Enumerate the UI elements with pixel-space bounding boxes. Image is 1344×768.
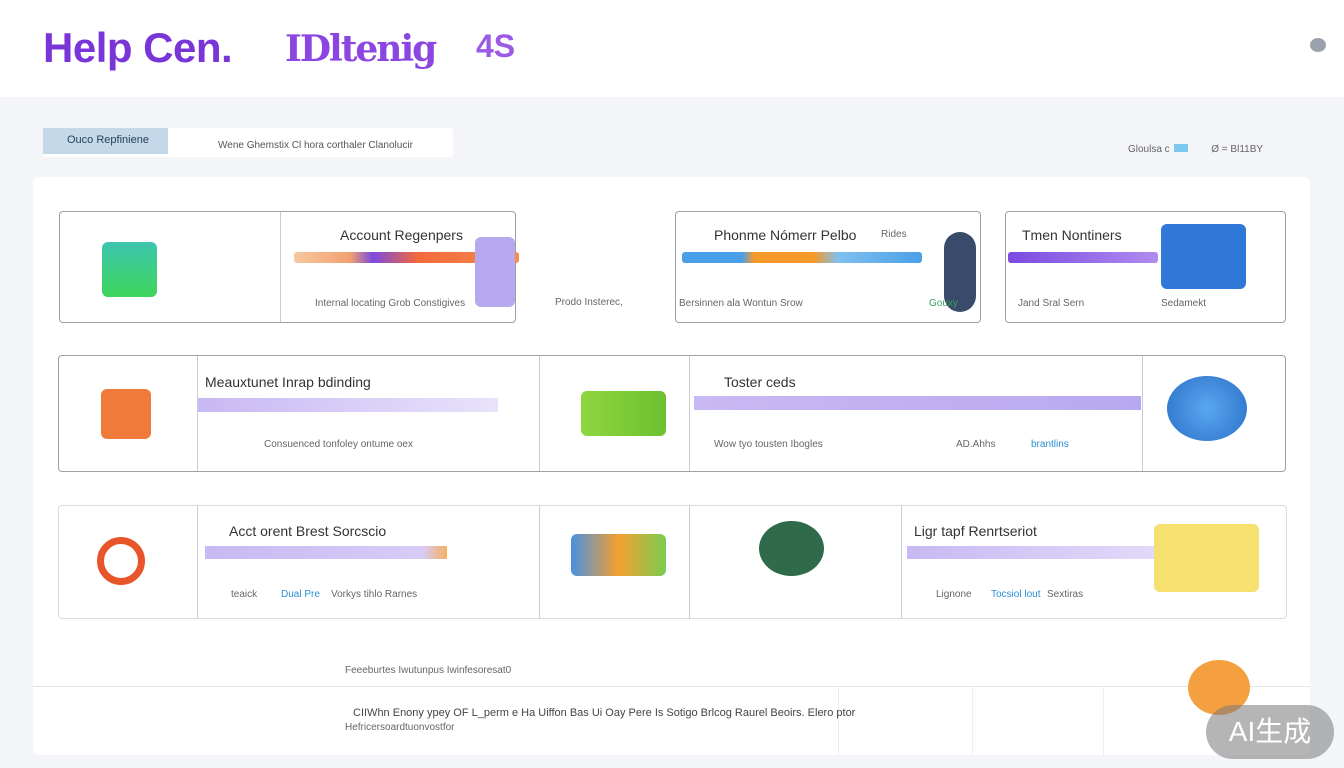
person-icon: [475, 237, 515, 307]
section-link[interactable]: Tocsiol lout: [991, 589, 1041, 600]
section-footer: Wow tyo tousten Ibogles: [714, 439, 823, 450]
section-link[interactable]: brantlins: [1031, 439, 1069, 450]
card-title: Tmen Nontiners: [1022, 227, 1122, 243]
document-icon: [101, 389, 151, 439]
user-icon[interactable]: [1310, 38, 1326, 52]
robot-icon: [581, 391, 666, 436]
breadcrumb: Ouco Repfiniene Wene Ghemstix Cl hora co…: [43, 128, 453, 157]
progress-bar: [682, 252, 922, 263]
team-icon: [571, 534, 666, 576]
section-title[interactable]: Ligr tapf Renrtseriot: [914, 523, 1037, 539]
highlight-bar: [205, 546, 447, 559]
card-title: Phonme Nómerr Pelbo: [714, 227, 857, 243]
section-link[interactable]: Dual Pre: [281, 589, 320, 600]
card-tag: Rides: [881, 229, 907, 240]
card-title: Account Regenpers: [340, 227, 463, 243]
pie-chart-icon: [97, 537, 145, 585]
card-phone[interactable]: Phonme Nómerr Pelbo Rides Bersinnen ala …: [675, 211, 981, 323]
globe-icon: [1167, 376, 1247, 441]
card-account[interactable]: Account Regenpers Internal locating Grob…: [59, 211, 519, 323]
illustration-icon: [102, 242, 157, 297]
highlight-bar: [694, 396, 1141, 410]
header: [0, 0, 1344, 97]
section-title[interactable]: Meauxtunet Inrap bdinding: [205, 374, 371, 390]
section-footer-b: Sextiras: [1047, 589, 1084, 600]
progress-bar: [294, 252, 519, 263]
logo[interactable]: Help Cen.: [43, 24, 233, 71]
footer-text: CIIWhn Enony ypey OF L_perm e Ha Uiffon …: [353, 707, 856, 719]
section-footer: Lignone: [936, 589, 972, 600]
top-right-links: Gloulsa c Ø = Bl11BY: [1128, 144, 1263, 155]
row-2: Meauxtunet Inrap bdinding Consuenced ton…: [58, 355, 1286, 472]
progress-bar: [1008, 252, 1158, 263]
lock-icon: [944, 232, 976, 312]
chair-icon: [1161, 224, 1246, 289]
shield-icon: [759, 521, 824, 576]
card-notifiers[interactable]: Tmen Nontiners Jand Sral Sern Sedamekt: [1005, 211, 1286, 323]
footer-subtext: Hefricersoardtuonvostfor: [345, 722, 455, 733]
card-footer-right: Sedamekt: [1161, 298, 1207, 309]
highlight-bar: [198, 398, 498, 412]
top-link-left[interactable]: Gloulsa c: [1128, 144, 1170, 155]
folder-icon: [1154, 524, 1259, 592]
top-link-right[interactable]: Ø = Bl11BY: [1211, 144, 1264, 155]
highlight-bar: [907, 546, 1157, 559]
row-3: Acct orent Brest Sorcscio teaick Dual Pr…: [58, 505, 1287, 619]
breadcrumb-chip[interactable]: Ouco Repfiniene: [43, 128, 168, 154]
section-footer-b: AD.Ahhs: [956, 439, 996, 450]
watermark: AI生成: [1206, 705, 1334, 759]
card-footer: Internal locating Grob Constigives: [315, 298, 466, 309]
breadcrumb-text: Wene Ghemstix Cl hora corthaler Clanoluc…: [218, 140, 413, 151]
logo-secondary: IDltenig: [285, 28, 437, 70]
logo-badge: 4S: [476, 28, 516, 64]
divider: [33, 686, 1310, 687]
section-title[interactable]: Acct orent Brest Sorcscio: [229, 523, 387, 539]
section-title[interactable]: Toster ceds: [724, 374, 796, 390]
section-footer: Consuenced tonfoley ontume oex: [264, 439, 413, 450]
footer-note: Feeeburtes Iwutunpus Iwinfesoresat0: [345, 665, 512, 676]
section-footer: teaick: [231, 589, 258, 600]
section-footer-b: Vorkys tihlo Rarnes: [331, 589, 418, 600]
card-link[interactable]: Gouxy: [929, 298, 958, 309]
card-footer: Bersinnen ala Wontun Srow: [679, 298, 803, 309]
between-label: Prodo Insterec,: [555, 297, 623, 308]
card-footer: Jand Sral Sern: [1018, 298, 1085, 309]
badge-icon: [1174, 144, 1189, 152]
